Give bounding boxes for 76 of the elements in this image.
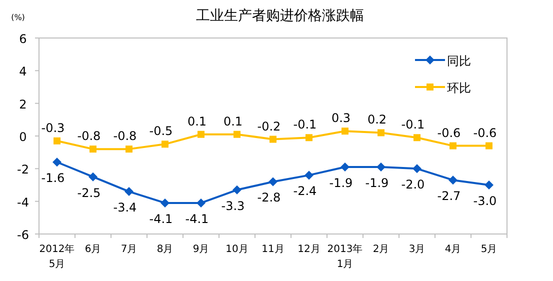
data-label: -0.1 [293, 118, 317, 132]
point [232, 185, 242, 194]
x-tick-label: 9月 [192, 244, 210, 255]
point [342, 128, 348, 135]
x-tick-label: 11月 [262, 244, 284, 255]
point [198, 130, 204, 138]
x-tick-label: 2月 [372, 244, 390, 255]
point [90, 146, 96, 153]
y-tick-label: -6 [17, 228, 29, 242]
point [160, 198, 170, 208]
x-tick-label: 7月 [120, 244, 138, 255]
data-label: 0.1 [223, 114, 243, 128]
point [52, 158, 62, 167]
data-label: -4.1 [185, 212, 209, 226]
legend-label: 环比 [447, 81, 471, 95]
x-tick-label: 6月 [84, 244, 102, 255]
data-label: -0.8 [113, 129, 137, 144]
y-tick-label: -4 [17, 195, 29, 210]
point [268, 177, 278, 186]
point [54, 137, 60, 144]
point [306, 134, 312, 142]
data-label: -0.1 [401, 118, 425, 132]
point [448, 176, 458, 185]
x-tick-label: 8月 [156, 244, 174, 255]
data-label: -1.9 [365, 176, 389, 190]
point [340, 162, 350, 172]
point [486, 142, 492, 150]
data-label: -0.6 [473, 126, 497, 140]
data-label: -0.8 [77, 129, 101, 144]
y-tick-label: 2 [19, 97, 27, 112]
data-label: -2.4 [293, 184, 317, 198]
point [234, 130, 240, 138]
point [412, 164, 422, 174]
point [196, 198, 206, 208]
data-label: -3.3 [221, 198, 245, 213]
x-tick-label: 12月 [298, 244, 320, 255]
y-tick-label: 0 [19, 130, 27, 144]
x-tick-label: 10月 [226, 244, 248, 255]
y-tick-label: 6 [19, 32, 27, 46]
point [378, 129, 384, 136]
data-label: 0.1 [187, 114, 207, 128]
point [270, 136, 276, 143]
point [450, 142, 456, 150]
data-label: -1.9 [329, 176, 353, 190]
point [162, 140, 168, 148]
y-axis-title: (%) [11, 13, 25, 22]
data-label: -2.8 [257, 190, 281, 205]
data-label: -0.2 [257, 119, 281, 134]
point [376, 162, 386, 172]
x-tick-label: 4月 [444, 244, 462, 255]
point [126, 146, 132, 153]
data-label: -0.6 [437, 126, 461, 140]
point [414, 134, 420, 142]
x-tick-label: 3月 [408, 244, 426, 255]
y-tick-label: -2 [17, 162, 29, 177]
x-tick-label: 5月 [480, 244, 498, 255]
data-label: -3.4 [113, 200, 137, 215]
data-label: -4.1 [149, 212, 173, 226]
legend-label: 同比 [447, 54, 471, 68]
data-label: 0.2 [367, 112, 387, 127]
data-label: 0.3 [331, 111, 351, 126]
data-label: -0.3 [41, 120, 65, 135]
point [304, 170, 314, 180]
x-tick-label: 2013年 1月 [327, 243, 363, 270]
data-label: -2.0 [401, 178, 425, 192]
data-label: -2.7 [437, 189, 461, 204]
point [88, 172, 98, 182]
data-label: -1.6 [41, 171, 65, 186]
data-label: -2.5 [77, 186, 101, 200]
point [484, 180, 494, 190]
data-label: -3.0 [473, 194, 497, 208]
point [124, 187, 134, 196]
x-tick-label: 2012年 5月 [39, 243, 75, 270]
chart-title: 工业生产者购进价格涨跌幅 [196, 8, 364, 24]
y-tick-label: 4 [19, 64, 27, 79]
data-label: -0.5 [149, 124, 173, 138]
